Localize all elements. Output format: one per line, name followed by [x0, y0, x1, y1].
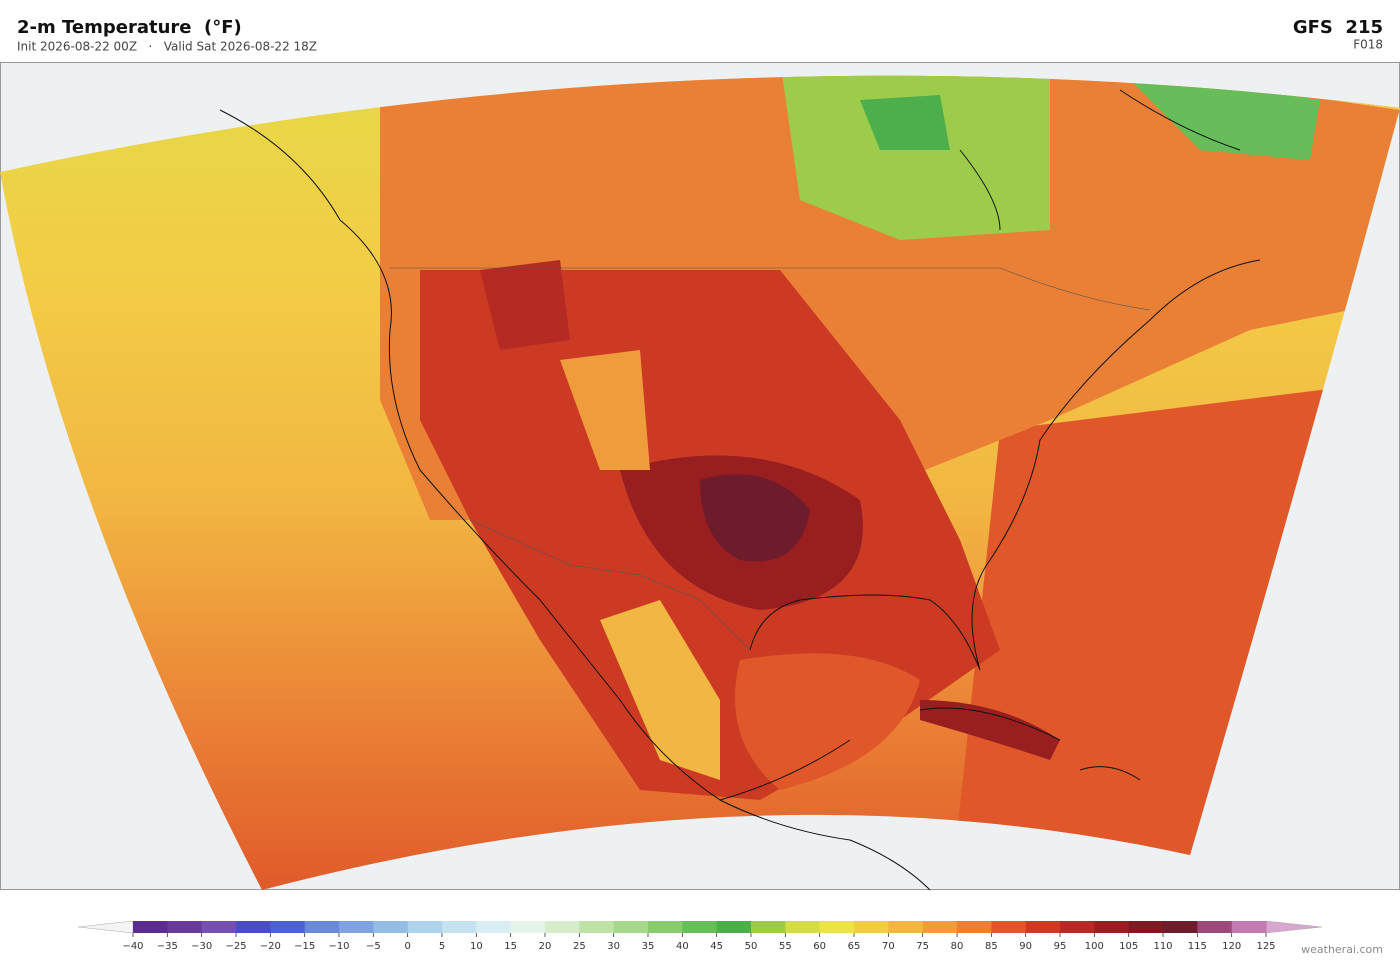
colorbar-bin — [854, 921, 889, 933]
forecast-hour: F018 — [1353, 38, 1383, 52]
colorbar-tick-label: 115 — [1188, 941, 1207, 952]
colorbar-tick-label: 95 — [1054, 941, 1067, 952]
colorbar-bin — [1231, 921, 1267, 933]
colorbar-bin — [1163, 921, 1198, 933]
colorbar-bin — [785, 921, 821, 933]
colorbar-bin — [957, 921, 992, 933]
colorbar-tick-label: 35 — [642, 941, 655, 952]
map — [0, 62, 1400, 891]
colorbar-bin — [236, 921, 271, 933]
colorbar-tick-label: −5 — [366, 941, 381, 952]
colorbar-tick-label: 50 — [745, 941, 758, 952]
colorbar-tick-label: 60 — [813, 941, 826, 952]
colorbar-bin — [167, 921, 203, 933]
colorbar-tick-label: 120 — [1222, 941, 1241, 952]
colorbar-tick-label: 90 — [1019, 941, 1032, 952]
colorbar-tick-label: 65 — [848, 941, 861, 952]
colorbar-bin — [613, 921, 649, 933]
colorbar-bin — [133, 921, 168, 933]
colorbar-tick-label: 45 — [710, 941, 723, 952]
colorbar-tick-label: 105 — [1119, 941, 1138, 952]
colorbar-tick-label: −30 — [191, 941, 212, 952]
colorbar-tick-label: 110 — [1153, 941, 1172, 952]
colorbar-bin — [201, 921, 237, 933]
colorbar-bin — [304, 921, 340, 933]
colorbar-tick-label: 75 — [916, 941, 929, 952]
colorbar-bin — [339, 921, 374, 933]
colorbar-over — [1265, 920, 1323, 934]
colorbar-tick-label: 20 — [539, 941, 552, 952]
colorbar-tick-label: 70 — [882, 941, 895, 952]
colorbar-bin — [579, 921, 615, 933]
colorbar-tick-label: 55 — [779, 941, 792, 952]
colorbar-tick-label: 25 — [573, 941, 586, 952]
colorbar-tick-label: −25 — [225, 941, 246, 952]
colorbar-bin — [888, 921, 924, 933]
colorbar-tick-label: 0 — [404, 941, 410, 952]
colorbar-bin — [819, 921, 855, 933]
colorbar-bin — [991, 921, 1027, 933]
colorbar-bin — [270, 921, 306, 933]
colorbar-tick-label: −20 — [260, 941, 281, 952]
colorbar-tick-label: 80 — [951, 941, 964, 952]
colorbar-bin — [442, 921, 477, 933]
colorbar-bin — [1197, 921, 1233, 933]
colorbar-under — [77, 920, 134, 934]
colorbar-tick-label: 15 — [504, 941, 517, 952]
colorbar-bin — [1128, 921, 1164, 933]
colorbar-bin — [373, 921, 409, 933]
temperature-field — [0, 75, 1400, 890]
colorbar-bin — [682, 921, 718, 933]
coastlines — [219, 89, 1261, 891]
colorbar-bin — [1094, 921, 1130, 933]
colorbar-bin — [922, 921, 958, 933]
colorbar-tick-label: 125 — [1256, 941, 1275, 952]
title: 2-m Temperature (°F) — [17, 17, 242, 38]
colorbar-tick-label: −10 — [328, 941, 349, 952]
colorbar-tick-label: 40 — [676, 941, 689, 952]
colorbar-tick-label: 5 — [439, 941, 445, 952]
colorbar-bin — [1060, 921, 1095, 933]
colorbar-tick-label: 100 — [1085, 941, 1104, 952]
colorbar-bin — [545, 921, 580, 933]
colorbar-tick-label: −15 — [294, 941, 315, 952]
subtitle: Init 2026-08-22 00Z · Valid Sat 2026-08-… — [17, 40, 317, 54]
colorbar-tick-label: 85 — [985, 941, 998, 952]
colorbar-bin — [510, 921, 546, 933]
colorbar-bin — [476, 921, 512, 933]
borders — [390, 267, 1151, 651]
colorbar-tick-label: 10 — [470, 941, 483, 952]
colorbar-bin — [751, 921, 786, 933]
colorbar-bin — [1025, 921, 1061, 933]
model-name: GFS 215 — [1293, 17, 1383, 38]
colorbar-tick-label: −35 — [157, 941, 178, 952]
credit: weatherai.com — [1301, 943, 1383, 956]
colorbar-tick-label: 30 — [607, 941, 620, 952]
colorbar-bin — [648, 921, 683, 933]
colorbar-bin — [407, 921, 443, 933]
colorbar: −40 −35 −30 −25 −20 −15 −10 −5 0 5 10 15 20 25 30 35 40 4… — [77, 920, 1323, 952]
colorbar-tick-label: −40 — [122, 941, 143, 952]
colorbar-bin — [716, 921, 752, 933]
